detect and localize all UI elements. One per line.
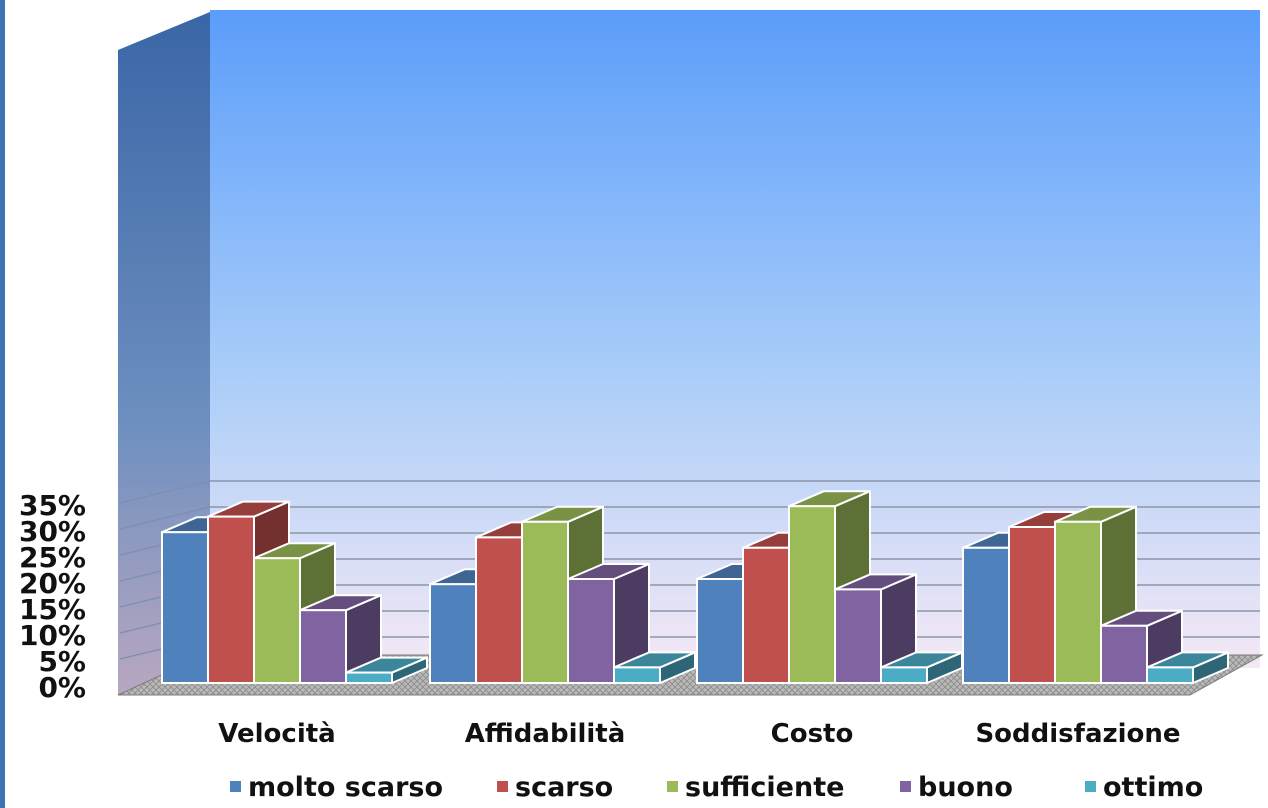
bar-front-face [834,588,882,685]
gridline-side [119,506,211,530]
x-tick-label: Velocità [218,719,335,749]
bar-front-face [880,666,928,685]
legend-swatch [667,781,678,792]
bar-front-face [161,531,209,685]
gridline-side [119,480,211,504]
legend-label: molto scarso [248,772,443,803]
legend-swatch [230,781,241,792]
y-tick-label: 5% [38,645,86,678]
bar-front-face [696,578,744,684]
legend-item-sufficiente: sufficiente [667,772,844,803]
y-tick-label: 30% [19,515,86,548]
bar-costo-ottimo [880,651,963,685]
y-tick-label: 35% [19,489,86,522]
x-axis: Velocità Affidabilità Costo Soddisfazione [218,719,1180,749]
y-tick-label: 0% [38,671,86,704]
bar-front-face [788,505,836,685]
legend-label: sufficiente [685,772,844,803]
bar-front-face [253,557,301,685]
y-tick-label: 15% [19,593,86,626]
bar-front-face [207,515,255,684]
legend-label: ottimo [1103,772,1203,803]
bar-soddisfazione-ottimo [1146,651,1229,685]
legend-swatch [900,781,911,792]
bar-front-face [429,583,477,685]
legend-item-scarso: scarso [497,772,613,803]
bars-layer [161,490,1229,685]
y-tick-label: 20% [19,567,86,600]
y-axis: 0%5%10%15%20%25%30%35% [19,489,86,704]
bar-front-face [1100,624,1148,684]
bar-affidabilita-buono [567,563,650,684]
x-tick-label: Affidabilità [465,719,626,749]
y-tick-label: 25% [19,541,86,574]
bar-front-face [567,578,615,684]
bar-front-face [742,546,790,684]
legend-item-molto-scarso: molto scarso [230,772,443,803]
bar-front-face [521,520,569,684]
bar-affidabilita-ottimo [613,651,696,685]
legend-item-buono: buono [900,772,1013,803]
bar-front-face [345,671,393,684]
bar-velocita-ottimo [345,656,428,684]
bar-front-face [1054,520,1102,684]
bar-front-face [299,609,347,685]
x-tick-label: Soddisfazione [975,719,1180,749]
legend-swatch [497,781,508,792]
y-tick-label: 10% [19,619,86,652]
legend-swatch [1085,781,1096,792]
legend-item-ottimo: ottimo [1085,772,1203,803]
legend-label: scarso [515,772,613,803]
bar-front-face [475,536,523,685]
bar-front-face [1146,666,1194,685]
bar-front-face [1008,526,1056,684]
legend: molto scarso scarso sufficiente buono ottimo [230,772,1203,803]
legend-label: buono [918,772,1013,803]
x-tick-label: Costo [771,719,854,749]
bar-front-face [613,666,661,685]
bar-velocita-buono [299,594,382,685]
bar-front-face [962,546,1010,684]
left-edge-strip [0,0,5,808]
